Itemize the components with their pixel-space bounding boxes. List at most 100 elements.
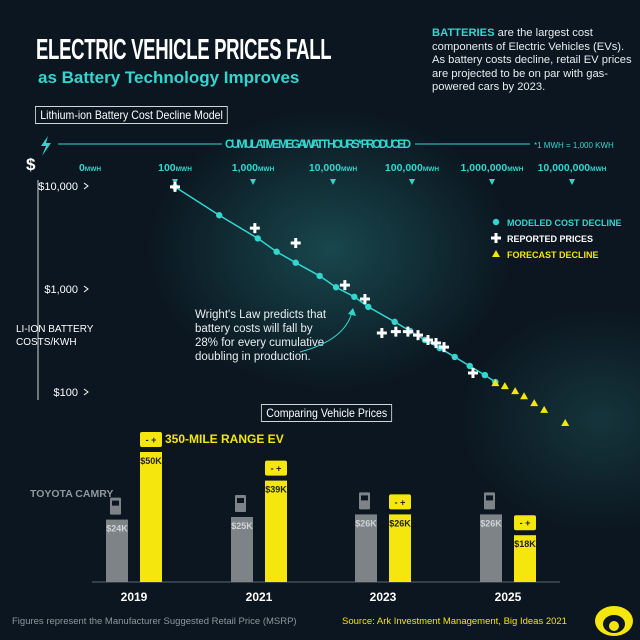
ev-series-label: 350-MILE RANGE EV [165,432,284,446]
legend-marker [491,233,501,243]
fuel-pump-icon [110,497,121,515]
annotation-arrow [299,311,353,353]
ev-price-bar [514,535,536,582]
bar-value-label: $26K [389,518,411,528]
reported-point [170,181,180,192]
fuel-pump-icon [359,492,370,510]
legend-marker [492,250,500,257]
battery-icon [389,494,411,510]
camry-price-bar [480,514,502,582]
reported-point [249,223,260,234]
page-subtitle: as Battery Technology Improves [38,68,300,87]
reported-point [359,293,370,304]
reported-point [402,326,413,337]
x-tick-label: 10,000,000MWH [538,162,607,174]
ev-price-bar [140,452,162,582]
modeled-point [451,353,458,361]
camry-series-label: TOYOTA CAMRY [30,488,113,500]
ev-price-bar [389,514,411,582]
fuel-pump-icon-window [112,500,119,506]
x-tick-marker [330,179,336,185]
ev-price-bar [265,480,287,582]
reported-point [431,338,442,349]
modeled-point [391,318,398,326]
y-tick-marker [83,182,89,190]
fuel-pump-icon-window [237,498,244,503]
x-tick-label: 1,000MWH [232,162,275,174]
bar-category-label: 2023 [370,590,397,604]
fuel-pump-icon [484,492,495,510]
y-dollar-symbol: $ [26,155,36,174]
bar-category-label: 2021 [246,590,273,604]
forecast-point [511,387,520,395]
modeled-point [466,362,473,370]
reported-point [390,326,401,337]
bar-value-label: $25K [231,521,253,531]
y-tick-marker [83,285,89,293]
x-tick-label: 100MWH [158,162,192,174]
x-tick-marker [409,179,415,185]
legend-marker [492,218,500,226]
modeled-point [351,293,358,300]
modeled-point [316,272,323,280]
bar-value-label: $18K [514,539,536,549]
footnote: Figures represent the Manufacturer Sugge… [12,616,297,627]
bar-value-label: $24K [106,524,128,534]
reported-point [439,342,450,353]
intro-highlight: BATTERIES [432,27,495,39]
publisher-logo [595,606,633,636]
bar-category-label: 2025 [495,590,522,604]
modeled-point [332,284,340,291]
modeled-point [481,371,489,379]
bar-category-label: 2019 [121,590,148,604]
x-tick-label: 100,000MWH [385,162,440,174]
camry-price-bar [355,514,377,582]
battery-icon-sign: - + [271,464,282,474]
modeled-point [216,212,223,219]
modeled-point [292,259,299,266]
x-axis-title: CUMULATIVE MEGAWATT HOURS* PRODUCED [225,139,411,151]
x-tick-label: 1,000,000MWH [461,162,524,174]
modeled-point [273,248,280,255]
camry-price-bar [106,519,128,582]
x-tick-marker [250,179,256,185]
x-tick-label: 10,000MWH [309,162,358,174]
fuel-pump-icon-window [361,495,368,501]
comparison-chart-title: Comparing Vehicle Prices [260,404,393,422]
camry-price-bar [231,517,253,582]
bar-value-label: $39K [265,485,287,495]
wrights-law-annotation: Wright's Law predicts that battery costs … [195,309,327,363]
bar-value-label: $26K [480,518,502,528]
forecast-point [520,392,529,400]
forecast-point [540,405,549,413]
reported-point [422,334,433,345]
battery-icon [265,460,287,476]
battery-icon-sign: - + [395,497,406,507]
battery-icon-sign: - + [520,518,531,528]
page-title: ELECTRIC VEHICLE PRICES FALL [36,34,332,66]
reported-point [339,280,350,291]
reported-point [290,237,301,248]
forecast-point [530,399,539,407]
forecast-point [500,382,509,390]
annotation-arrowhead [348,308,356,316]
legend-label: REPORTED PRICES [507,234,593,244]
legend-label: FORECAST DECLINE [507,250,599,260]
bar-value-label: $26K [355,518,377,528]
fuel-pump-icon [235,495,246,512]
y-tick-label: $10,000 [38,181,78,193]
model-chart-title: Lithium-ion Battery Cost Decline Model [35,106,229,124]
forecast-point [491,379,500,387]
x-tick-label: 0MWH [79,162,101,174]
intro-body: are the largest cost components of Elect… [432,27,632,93]
battery-icon [514,515,536,531]
battery-icon [140,432,162,447]
y-tick-marker [83,388,89,396]
source: Source: Ark Investment Management, Big I… [342,616,567,627]
intro-text: BATTERIES are the largest cost component… [432,27,632,95]
legend-label: MODELED COST DECLINE [507,218,622,228]
battery-icon-sign: - + [146,435,157,445]
y-tick-label: $100 [54,387,78,399]
reported-point [413,330,424,341]
